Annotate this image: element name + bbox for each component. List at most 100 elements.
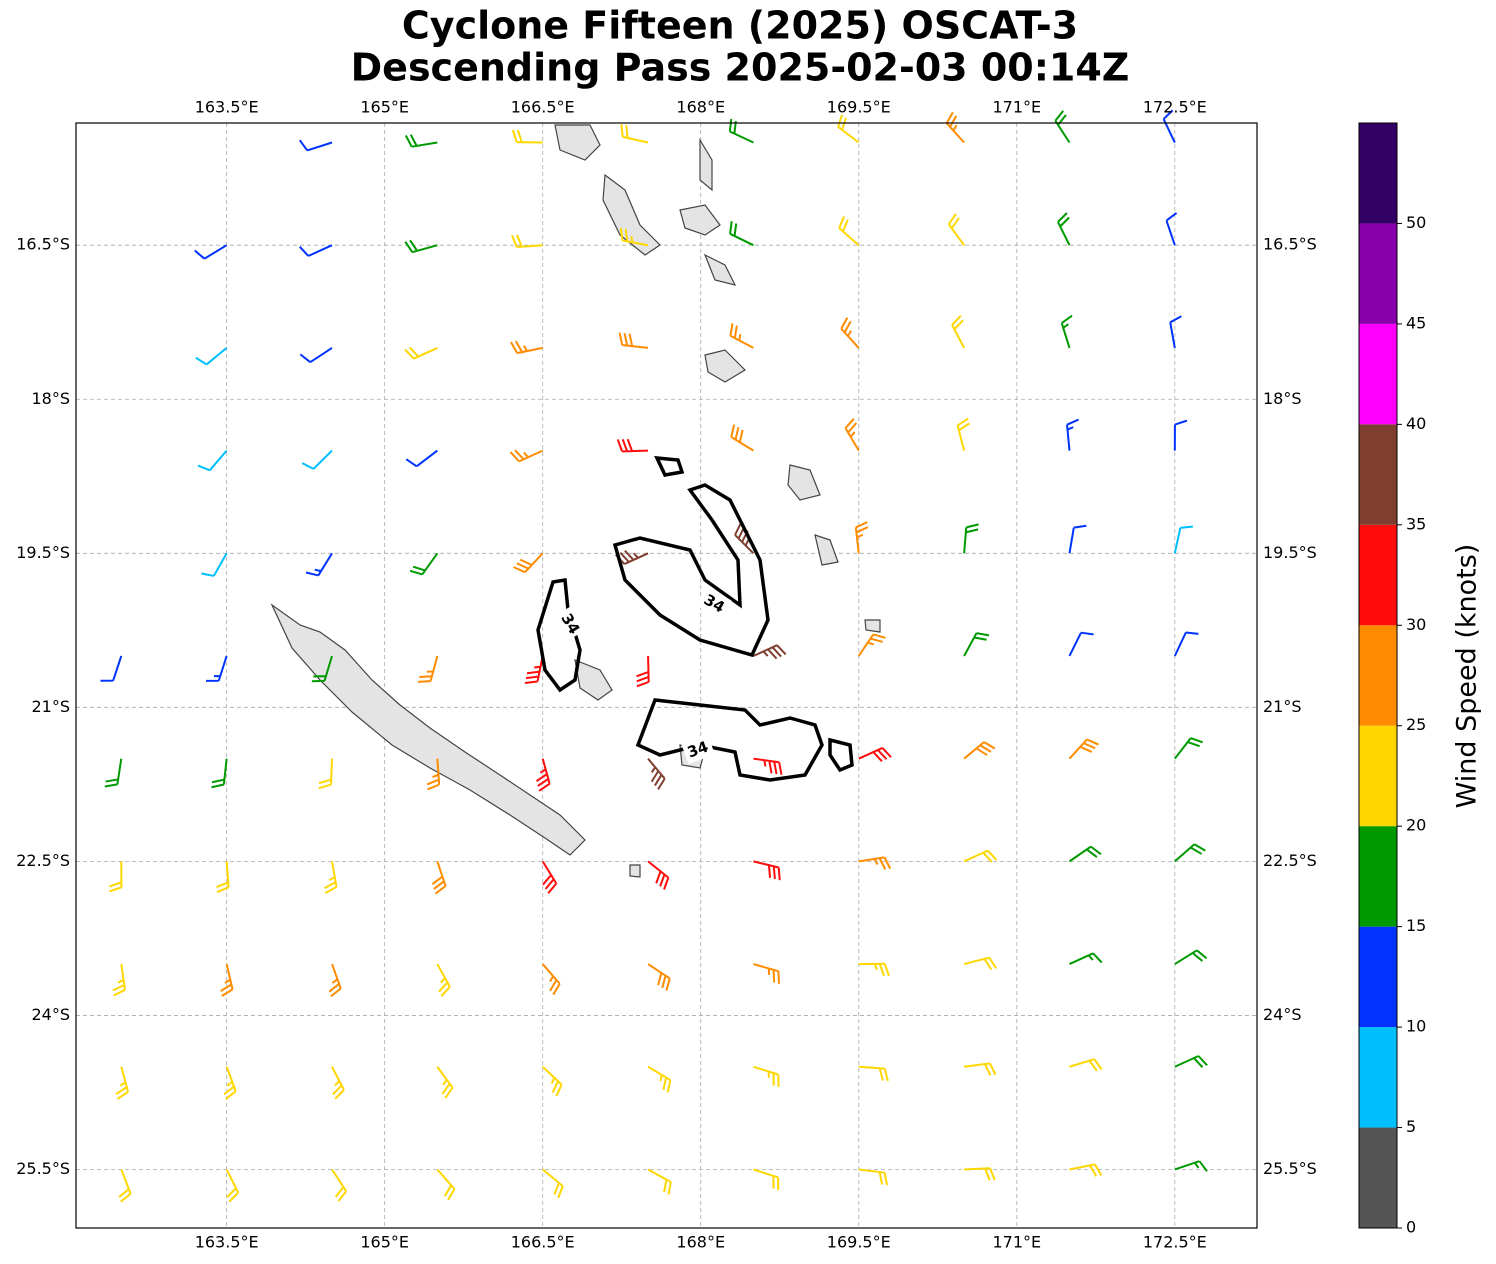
title: Cyclone Fifteen (2025) OSCAT-3 (402, 4, 1078, 48)
wind-barb (963, 849, 998, 863)
vanuatu-island (787, 464, 821, 501)
wind-barb (1174, 1055, 1208, 1069)
subtitle: Descending Pass 2025-02-03 00:14Z (351, 46, 1130, 90)
wind-barb (963, 741, 996, 760)
contour-label-box (553, 605, 587, 641)
wind-barb (331, 1168, 348, 1202)
wind-barb (858, 1065, 889, 1082)
y-tick-label-right: 21°S (1263, 697, 1302, 716)
wind-barb (1174, 949, 1208, 965)
wind-barb (730, 424, 754, 452)
y-tick-label-right: 19.5°S (1263, 543, 1317, 562)
y-tick-label-right: 24°S (1263, 1005, 1302, 1024)
wind-barb (115, 1066, 130, 1100)
contour-label-box (696, 586, 732, 620)
x-tick-label-bottom: 169.5°E (827, 1233, 891, 1252)
wind-barb (311, 655, 333, 683)
colorbar-segment (1359, 1127, 1397, 1228)
y-tick-label-right: 16.5°S (1263, 235, 1317, 254)
wind-barb (618, 332, 649, 349)
grid (76, 123, 1257, 1228)
wind-barb (1068, 845, 1102, 863)
colorbar-tick-label: 20 (1406, 816, 1426, 835)
y-tick-label-left: 16.5°S (16, 235, 70, 254)
wind-barb (509, 449, 544, 463)
wind-barb (1173, 525, 1194, 554)
wind-barb (753, 860, 781, 881)
wind-barb (206, 655, 228, 682)
y-tick-label-right: 25.5°S (1263, 1159, 1317, 1178)
wind-barb (956, 417, 971, 451)
wind-barb (858, 856, 892, 870)
plot-background (76, 123, 1257, 1228)
wind-barb (100, 655, 123, 682)
wind-barb (734, 523, 755, 555)
colorbar-frame (1358, 122, 1398, 1229)
wind-barb (1169, 315, 1182, 349)
x-tick-label-bottom: 165°E (360, 1233, 409, 1252)
wind-barb (753, 963, 780, 984)
wind-barb (542, 1168, 564, 1199)
wind-barb (647, 963, 671, 991)
wind-barb (220, 963, 234, 997)
wind-barb (945, 111, 965, 144)
colorbar-segment (1359, 524, 1397, 626)
wind-barb (305, 552, 333, 577)
contour-34kt (635, 698, 824, 782)
vanuatu-island (699, 137, 713, 192)
wind-barb (331, 1066, 345, 1100)
contour-34kt (654, 455, 685, 477)
wind-barb (405, 449, 438, 468)
wind-barb (1060, 314, 1073, 349)
wind-barb (838, 216, 860, 246)
wind-barb (436, 963, 451, 997)
wind-barb (964, 1167, 996, 1181)
wind-barb (109, 861, 123, 893)
wind-barb (858, 962, 890, 977)
y-tick-label-left: 18°S (31, 389, 70, 408)
wind-barb (436, 1066, 454, 1099)
wind-barb (194, 244, 228, 260)
colorbar-segment (1359, 1027, 1397, 1128)
wind-barb (1069, 1163, 1103, 1177)
wind-barb (963, 956, 997, 971)
wind-barb (1069, 952, 1103, 965)
wind-barb (542, 1066, 563, 1097)
wind-barb (225, 1169, 240, 1203)
colorbar-segment (1359, 826, 1397, 927)
x-tick-label-top: 165°E (360, 98, 409, 117)
colorbar-tick-label: 25 (1406, 715, 1426, 734)
wind-barb (753, 644, 787, 660)
wind-barb (963, 632, 990, 657)
vanuatu-island (703, 253, 737, 286)
wind-barb (511, 129, 543, 144)
vanuatu-island (602, 173, 661, 256)
island (629, 864, 641, 878)
wind-barb (118, 1169, 132, 1203)
wind-barb (318, 758, 334, 790)
vanuatu-island (814, 534, 839, 566)
colorbar-segment (1359, 223, 1397, 324)
vanuatu-island (864, 619, 881, 633)
wind-barb (951, 315, 966, 349)
wind-barb (616, 438, 649, 453)
x-tick-label-top: 166.5°E (511, 98, 575, 117)
colorbar-tick-label: 45 (1406, 313, 1426, 332)
colorbar-segment (1359, 926, 1397, 1028)
wind-barb (858, 1168, 889, 1186)
x-tick-label-top: 163.5°E (195, 98, 259, 117)
wind-barb (647, 860, 670, 890)
colorbar-tick-label: 5 (1406, 1117, 1416, 1136)
vanuatu-island (679, 204, 721, 236)
wind-barb (837, 114, 860, 144)
wind-barb (1173, 631, 1199, 657)
wind-barb (436, 1168, 456, 1201)
colorbar-label: Wind Speed (knots) (1452, 544, 1483, 809)
wind-barb (426, 758, 441, 791)
wind-barb (201, 552, 228, 577)
x-tick-label-bottom: 166.5°E (511, 1233, 575, 1252)
wind-barb (216, 861, 230, 894)
colorbar-tick-label: 15 (1406, 916, 1426, 935)
wind-barb (1066, 418, 1079, 451)
wind-barb (844, 418, 860, 452)
